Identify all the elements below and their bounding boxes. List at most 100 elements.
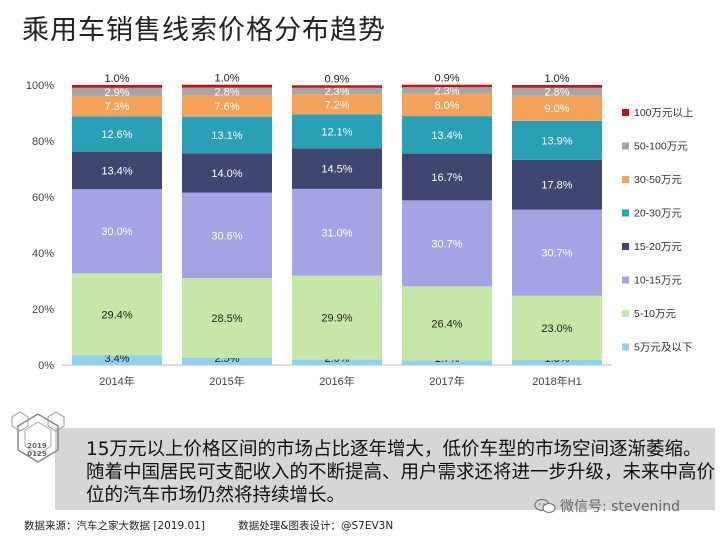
y-tick-label: 0% bbox=[38, 360, 54, 372]
data-label: 13.4% bbox=[431, 130, 462, 142]
hexagon-badge-icon bbox=[11, 411, 65, 463]
bar-segment bbox=[292, 85, 382, 88]
bar-segment bbox=[512, 120, 602, 160]
x-tick-label: 2015年 bbox=[209, 374, 244, 388]
bar-segment bbox=[182, 358, 272, 365]
bar-segment bbox=[72, 95, 162, 117]
legend-label: 15-20万元 bbox=[634, 241, 682, 253]
data-label: 7.6% bbox=[214, 101, 239, 113]
data-label: 12.1% bbox=[321, 126, 352, 138]
data-label: 7.2% bbox=[324, 99, 349, 111]
bar-segment bbox=[72, 189, 162, 274]
y-tick-label: 60% bbox=[32, 192, 54, 204]
badge-year: 2019 bbox=[27, 442, 47, 450]
data-label: 0.9% bbox=[324, 73, 349, 85]
data-label: 14.0% bbox=[211, 168, 242, 180]
bar-segment bbox=[182, 84, 272, 88]
bar-segment bbox=[292, 94, 382, 115]
footer-source: 数据来源：汽车之家大数据 [2019.01] bbox=[24, 520, 205, 532]
data-label: 1.0% bbox=[544, 73, 569, 85]
bar-segment bbox=[182, 87, 272, 96]
stacked-bar-chart: 0% 20% 40% 60% 80% 100% 3.4% 29.4% 30.0% 13.4% 12.… bbox=[26, 73, 694, 388]
legend-label: 30-50万元 bbox=[634, 174, 682, 186]
bar-segment bbox=[512, 87, 602, 96]
watermark: 微信号: stevenind bbox=[534, 496, 680, 516]
legend-swatch bbox=[622, 209, 629, 217]
legend-label: 10-15万元 bbox=[634, 275, 682, 287]
footer: 数据来源：汽车之家大数据 [2019.01] 数据处理&图表设计：@S7EV3N bbox=[24, 518, 423, 533]
bar-segment bbox=[292, 114, 382, 149]
data-label: 2.9% bbox=[104, 87, 129, 99]
x-tick-label: 2018年H1 bbox=[532, 374, 582, 388]
bar-segment bbox=[182, 192, 272, 279]
bar-segment bbox=[402, 286, 492, 361]
data-label: 14.5% bbox=[321, 164, 352, 176]
legend-label: 5万元及以下 bbox=[634, 342, 692, 354]
data-label: 0.9% bbox=[434, 73, 459, 85]
data-label: 13.9% bbox=[541, 135, 572, 147]
legend-swatch bbox=[622, 243, 629, 250]
footer-design: 数据处理&图表设计：@S7EV3N bbox=[238, 520, 394, 532]
data-label: 26.4% bbox=[431, 318, 462, 330]
badge-day: 0129 bbox=[27, 450, 47, 458]
bar-segment bbox=[72, 116, 162, 152]
data-label: 13.4% bbox=[101, 165, 132, 177]
badge-date: 2019 0129 bbox=[22, 442, 52, 458]
bar-segment bbox=[292, 188, 382, 276]
bar-segment bbox=[402, 360, 492, 365]
bar-segment bbox=[292, 87, 382, 95]
data-label: 31.0% bbox=[321, 227, 352, 239]
data-label: 9.0% bbox=[544, 103, 569, 115]
data-label: 28.5% bbox=[211, 313, 242, 325]
y-tick-label: 100% bbox=[26, 80, 54, 92]
bar-segment bbox=[182, 116, 272, 154]
watermark-text: 微信号: stevenind bbox=[560, 499, 680, 515]
x-tick-label: 2016年 bbox=[319, 374, 354, 388]
legend-swatch bbox=[622, 176, 629, 183]
data-label: 2.3% bbox=[434, 85, 459, 97]
bar-segment bbox=[182, 95, 272, 117]
data-label: 2.8% bbox=[544, 87, 569, 99]
x-tick-label: 2017年 bbox=[429, 374, 464, 388]
legend-swatch bbox=[622, 276, 629, 284]
data-label: 16.7% bbox=[431, 172, 462, 184]
data-label: 29.9% bbox=[321, 313, 352, 325]
bar-segment bbox=[512, 295, 602, 360]
bar-segment bbox=[402, 93, 492, 117]
data-label: 29.4% bbox=[101, 309, 132, 321]
legend-swatch bbox=[622, 109, 629, 116]
bar-segment bbox=[512, 359, 602, 365]
bar-segment bbox=[72, 151, 162, 190]
y-tick-label: 40% bbox=[32, 248, 54, 260]
data-label: 23.0% bbox=[541, 323, 572, 335]
legend-label: 5-10万元 bbox=[634, 308, 677, 320]
bar-segment bbox=[292, 359, 382, 365]
bar-segment bbox=[402, 84, 492, 88]
bar-segment bbox=[72, 87, 162, 96]
bar-segment bbox=[182, 153, 272, 193]
y-tick-label: 80% bbox=[32, 136, 54, 148]
data-label: 30.6% bbox=[211, 230, 242, 242]
bar-segment bbox=[292, 148, 382, 189]
data-label: 7.3% bbox=[104, 101, 129, 113]
page-title: 乘用车销售线索价格分布趋势 bbox=[22, 15, 386, 46]
data-label: 12.6% bbox=[101, 129, 132, 141]
data-label: 30.7% bbox=[431, 238, 462, 250]
legend-label: 20-30万元 bbox=[634, 208, 682, 220]
bar-segment bbox=[402, 200, 492, 287]
legend-swatch bbox=[622, 310, 629, 317]
x-tick-label: 2014年 bbox=[99, 374, 134, 388]
legend-swatch bbox=[622, 343, 629, 351]
bar-segment bbox=[292, 275, 382, 360]
bar-segment bbox=[402, 87, 492, 94]
bar-segment bbox=[512, 95, 602, 121]
bar-segment bbox=[72, 355, 162, 365]
callout-box bbox=[55, 428, 715, 510]
data-label: 30.0% bbox=[101, 226, 132, 238]
data-label: 3.4% bbox=[104, 353, 129, 365]
bar-segment bbox=[182, 278, 272, 358]
data-label: 1.0% bbox=[214, 73, 239, 85]
legend-swatch bbox=[622, 142, 629, 150]
data-label: 1.0% bbox=[104, 73, 129, 85]
bar-segment bbox=[72, 273, 162, 356]
